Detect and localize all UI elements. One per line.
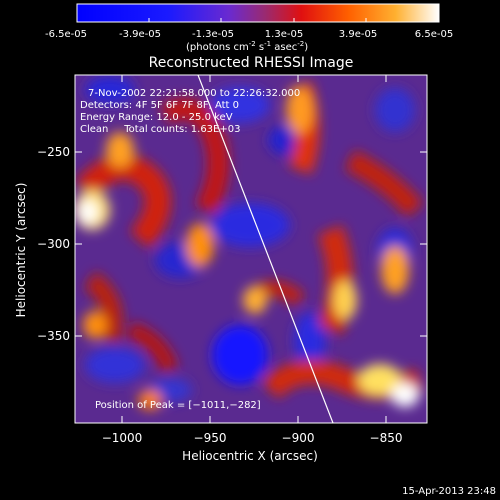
x-axis-label: Heliocentric X (arcsec) [182, 449, 318, 463]
detectors-info: Detectors: 4F 5F 6F 7F 8F, Att 0 [80, 100, 239, 111]
colorbar-unit-label: (photons cm-2 s-1 asec-2) [186, 40, 308, 53]
colorbar-tick-label: 3.9e-05 [339, 29, 377, 40]
clean-counts-info: Clean Total counts: 1.63E+03 [80, 124, 240, 135]
axis-ticks [75, 75, 427, 423]
y-axis-label: Heliocentric Y (arcsec) [14, 183, 28, 318]
colorbar [76, 3, 440, 23]
rhessi-image [75, 75, 427, 423]
colorbar-tick-label: -6.5e-05 [45, 29, 87, 40]
colorbar-ticks [76, 18, 440, 22]
y-tick-label: −250 [37, 145, 70, 159]
colorbar-tick-label: 1.3e-05 [265, 29, 303, 40]
colorbar-tick-label: -1.3e-05 [192, 29, 234, 40]
peak-position-info: Position of Peak = [−1011,−282] [95, 400, 261, 411]
x-tick-label: −950 [194, 431, 227, 445]
plot-frame [74, 74, 428, 424]
timestamp: 15-Apr-2013 23:48 [402, 486, 496, 497]
x-tick-label: −900 [282, 431, 315, 445]
solar-limb-line [197, 75, 334, 423]
y-tick-label: −300 [37, 237, 70, 251]
colorbar-tick-label: 6.5e-05 [415, 29, 453, 40]
observation-time: 7-Nov-2002 22:21:58.000 to 22:26:32.000 [88, 88, 300, 99]
plot-title: Reconstructed RHESSI Image [149, 55, 354, 71]
colorbar-tick-label: -3.9e-05 [119, 29, 161, 40]
y-tick-label: −350 [37, 329, 70, 343]
x-tick-label: −1000 [102, 431, 143, 445]
energy-range-info: Energy Range: 12.0 - 25.0 keV [80, 112, 233, 123]
x-tick-label: −850 [370, 431, 403, 445]
